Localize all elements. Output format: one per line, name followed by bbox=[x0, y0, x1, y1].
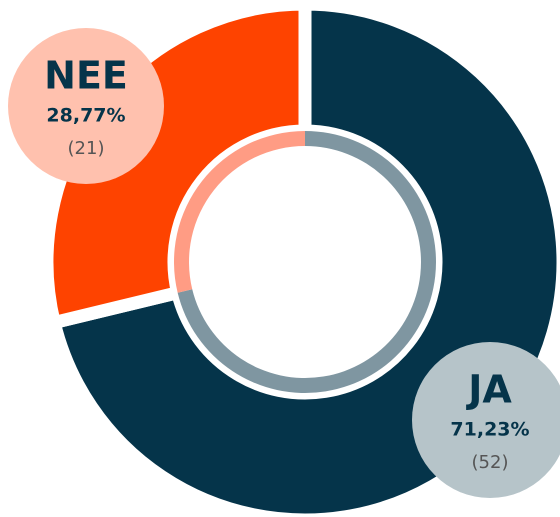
category-label: JA bbox=[465, 368, 512, 412]
category-label: NEE bbox=[44, 54, 128, 98]
count-label: (21) bbox=[68, 138, 105, 159]
percent-label: 71,23% bbox=[450, 419, 529, 441]
percent-label: 28,77% bbox=[46, 105, 125, 127]
count-label: (52) bbox=[472, 452, 509, 473]
label-bubble bbox=[412, 342, 560, 498]
label-bubble bbox=[8, 28, 164, 184]
inner-ring-slice bbox=[173, 131, 305, 293]
